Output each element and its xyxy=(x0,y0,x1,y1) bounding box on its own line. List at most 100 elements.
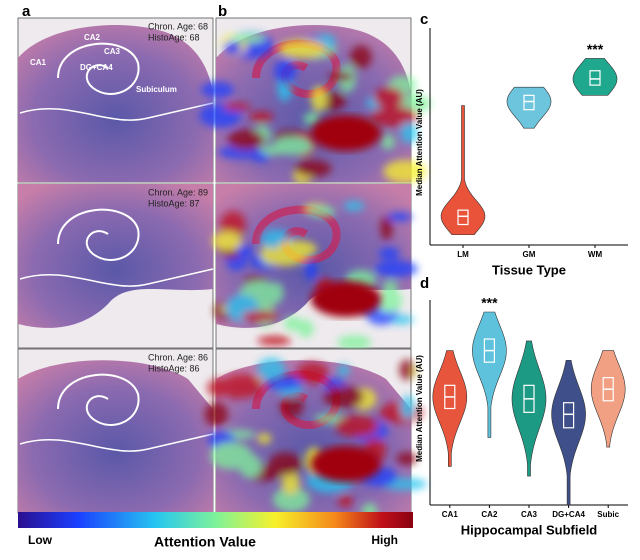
iqr-box xyxy=(589,70,601,86)
x-tick-label: DG+CA4 xyxy=(552,510,585,519)
significance: *** xyxy=(587,41,604,57)
heat-blob xyxy=(381,134,396,150)
heat-blob xyxy=(278,39,326,59)
age-label: Chron. Age: 68 xyxy=(148,21,208,31)
heat-blob xyxy=(263,378,301,390)
x-axis-label: Tissue Type xyxy=(492,262,566,277)
heat-blob xyxy=(257,335,291,347)
heat-blob xyxy=(272,486,310,513)
panel-label: b xyxy=(218,3,227,20)
x-tick-label: WM xyxy=(588,250,603,259)
colorbar-low: Low xyxy=(28,533,53,547)
violin xyxy=(472,311,507,438)
region-label: CA2 xyxy=(84,33,101,42)
heat-blob xyxy=(210,442,253,470)
tissue xyxy=(18,184,213,328)
region-label: CA3 xyxy=(104,47,121,56)
region-label: Subiculum xyxy=(136,85,177,94)
heat-blob xyxy=(307,206,336,218)
heat-blob xyxy=(295,159,332,178)
tissue xyxy=(18,25,213,183)
violin xyxy=(511,340,547,477)
heat-blob xyxy=(343,200,365,212)
iqr-box xyxy=(523,94,535,111)
heat-blob xyxy=(323,385,364,409)
heat-blob xyxy=(220,374,264,399)
x-tick-label: CA3 xyxy=(521,510,538,519)
age-label: HistoAge: 86 xyxy=(148,363,200,373)
heat-blob xyxy=(268,452,302,476)
heat-blob xyxy=(200,81,234,99)
heat-blob xyxy=(378,247,400,261)
heatmap-image xyxy=(204,348,428,521)
heat-blob xyxy=(303,112,320,126)
hippocampus xyxy=(57,42,140,95)
significance: *** xyxy=(481,295,498,311)
heat-blob xyxy=(370,106,419,127)
region-outline xyxy=(19,268,214,287)
heat-core xyxy=(311,281,381,317)
heatmap-image xyxy=(199,17,431,184)
heat-blob xyxy=(310,85,328,112)
heat-blob xyxy=(269,282,284,303)
colorbar-title: Attention Value xyxy=(154,534,256,550)
heat-blob xyxy=(257,357,286,381)
colorbar xyxy=(18,512,413,528)
hippocampus xyxy=(57,208,140,261)
violin xyxy=(506,86,552,129)
heat-blob xyxy=(337,495,354,508)
heat-blob xyxy=(304,259,318,281)
violin xyxy=(551,359,586,506)
x-tick-label: CA2 xyxy=(481,510,498,519)
heat-blob xyxy=(236,244,253,259)
region-label: DG+CA4 xyxy=(80,63,113,72)
iqr-box xyxy=(457,209,469,226)
heat-blob xyxy=(251,153,270,162)
y-axis-label: Median Attention Value (AU) xyxy=(415,89,424,196)
heat-blob xyxy=(274,59,297,84)
heat-blob xyxy=(275,240,318,258)
heat-blob xyxy=(272,137,313,156)
heat-blob xyxy=(328,71,354,82)
iqr-box xyxy=(562,402,575,429)
heat-blob xyxy=(230,33,266,43)
x-tick-label: CA1 xyxy=(442,510,459,519)
region-outline xyxy=(19,433,214,452)
violin xyxy=(572,58,618,96)
age-label: Chron. Age: 86 xyxy=(148,352,208,362)
heat-blobs xyxy=(199,31,431,184)
heat-blob xyxy=(377,289,403,313)
x-tick-label: LM xyxy=(457,250,469,259)
heat-blob xyxy=(334,414,379,438)
colorbar-high: High xyxy=(371,533,398,547)
heat-blob xyxy=(227,129,265,151)
heat-blob xyxy=(222,40,242,55)
panel-label: d xyxy=(420,275,429,292)
heat-blob xyxy=(374,260,418,278)
heat-blob xyxy=(220,211,246,238)
panel-label: a xyxy=(22,3,31,20)
heat-blob xyxy=(204,402,229,427)
age-label: Chron. Age: 89 xyxy=(148,187,208,197)
region-outline xyxy=(19,102,214,121)
heat-blob xyxy=(296,362,329,385)
heat-blob xyxy=(241,310,279,323)
heat-blob xyxy=(383,159,427,183)
heat-blob xyxy=(337,335,372,350)
heat-blob xyxy=(387,212,413,222)
x-tick-label: Subic xyxy=(597,510,619,519)
heat-blobs xyxy=(204,357,428,521)
panel-label: c xyxy=(420,11,428,28)
heat-core xyxy=(311,115,381,151)
heat-blob xyxy=(280,391,304,419)
tissue xyxy=(18,360,213,513)
region-label: CA1 xyxy=(30,58,47,67)
heat-blob xyxy=(223,102,251,111)
heat-blob xyxy=(400,395,415,419)
heat-blob xyxy=(382,280,398,292)
heat-core xyxy=(311,446,381,482)
